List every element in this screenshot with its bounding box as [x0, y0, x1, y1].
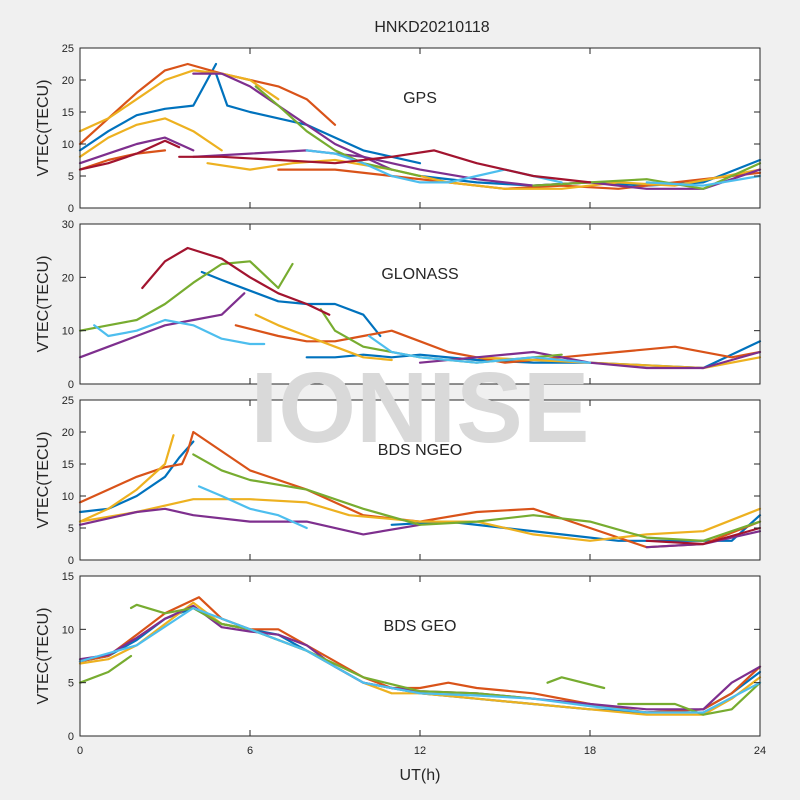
series-line-9: [645, 526, 762, 546]
series-line-7: [78, 117, 223, 158]
panel-0: 0 5 10 15 20 25 VTEC(TECU) GPS: [35, 43, 762, 215]
series-line-7: [78, 260, 294, 332]
series-line-7: [546, 676, 606, 690]
series-line-3: [78, 62, 337, 146]
y-tick-label: 0: [68, 379, 74, 391]
series-line-3: [78, 434, 175, 523]
series-line-11: [141, 246, 331, 316]
series-line-11: [192, 149, 762, 190]
series-line-8: [617, 681, 762, 716]
panel-2: 0 5 10 15 20 25 VTEC(TECU) BDS NGEO: [35, 395, 762, 567]
series-line-6: [78, 69, 280, 133]
series-line-1: [214, 72, 422, 165]
y-tick-label: 25: [62, 395, 74, 407]
series-line-9: [192, 72, 393, 171]
y-tick-label: 5: [68, 678, 74, 690]
system-label: GLONASS: [381, 266, 458, 283]
series-line-15: [645, 174, 762, 187]
y-tick-label: 5: [68, 171, 74, 183]
series-line-7: [192, 453, 762, 542]
x-tick-label: 6: [247, 745, 253, 757]
y-tick-label: 15: [62, 107, 74, 119]
series-group: [78, 62, 762, 190]
series-line-12: [254, 85, 422, 178]
x-tick-label: 0: [77, 745, 83, 757]
watermark: IONISE: [251, 352, 590, 464]
series-line-10: [367, 334, 592, 364]
y-axis-label: VTEC(TECU): [35, 256, 52, 353]
y-tick-label: 0: [68, 555, 74, 567]
system-label: BDS NGEO: [378, 442, 462, 459]
series-line-5: [78, 507, 422, 536]
series-line-0: [78, 62, 218, 152]
series-line-5: [129, 603, 167, 615]
figure-title: HNKD20210118: [374, 19, 489, 36]
series-line-9: [93, 318, 266, 346]
series-group: [78, 246, 762, 370]
series-line-3: [254, 313, 393, 362]
series-line-4: [78, 149, 167, 171]
y-tick-label: 0: [68, 731, 74, 743]
series-line-10: [78, 136, 195, 165]
series-line-9: [78, 606, 762, 714]
series-line-17: [178, 149, 592, 184]
series-line-4: [78, 654, 133, 684]
system-label: GPS: [403, 90, 437, 107]
y-tick-label: 10: [62, 326, 74, 338]
series-line-5: [78, 292, 246, 359]
x-tick-label: 24: [754, 745, 766, 757]
y-tick-label: 10: [62, 491, 74, 503]
y-tick-label: 10: [62, 139, 74, 151]
system-label: BDS GEO: [384, 618, 457, 635]
series-line-8: [197, 485, 308, 530]
series-line-16: [78, 139, 181, 171]
panel-1: 0 10 20 30 VTEC(TECU) GLONASS: [35, 219, 762, 391]
x-tick-label: 18: [584, 745, 596, 757]
series-group: [78, 596, 762, 716]
series-group: [78, 430, 762, 549]
y-tick-label: 30: [62, 219, 74, 231]
panel-3: 0 5 10 15 0 6 12 18 24 VTEC(TECU) BDS GEO: [35, 571, 766, 757]
y-tick-label: 20: [62, 75, 74, 87]
y-tick-label: 0: [68, 203, 74, 215]
x-tick-label: 12: [414, 745, 426, 757]
y-tick-label: 5: [68, 523, 74, 535]
x-axis-label: UT(h): [400, 767, 441, 784]
y-tick-label: 15: [62, 571, 74, 583]
y-tick-label: 25: [62, 43, 74, 55]
series-line-4: [78, 498, 762, 542]
y-tick-label: 15: [62, 459, 74, 471]
y-axis-label: VTEC(TECU): [35, 80, 52, 177]
series-line-13: [532, 162, 762, 190]
panels: 0 5 10 15 20 25 VTEC(TECU) GPS 0 10 20 30 VTEC(TECU)…: [35, 43, 766, 757]
y-tick-label: 10: [62, 624, 74, 636]
series-line-0: [78, 440, 195, 514]
series-line-2: [234, 324, 762, 364]
y-axis-label: VTEC(TECU): [35, 432, 52, 529]
y-axis-label: VTEC(TECU): [35, 608, 52, 705]
series-line-0: [200, 270, 382, 338]
y-tick-label: 20: [62, 272, 74, 284]
y-tick-label: 20: [62, 427, 74, 439]
